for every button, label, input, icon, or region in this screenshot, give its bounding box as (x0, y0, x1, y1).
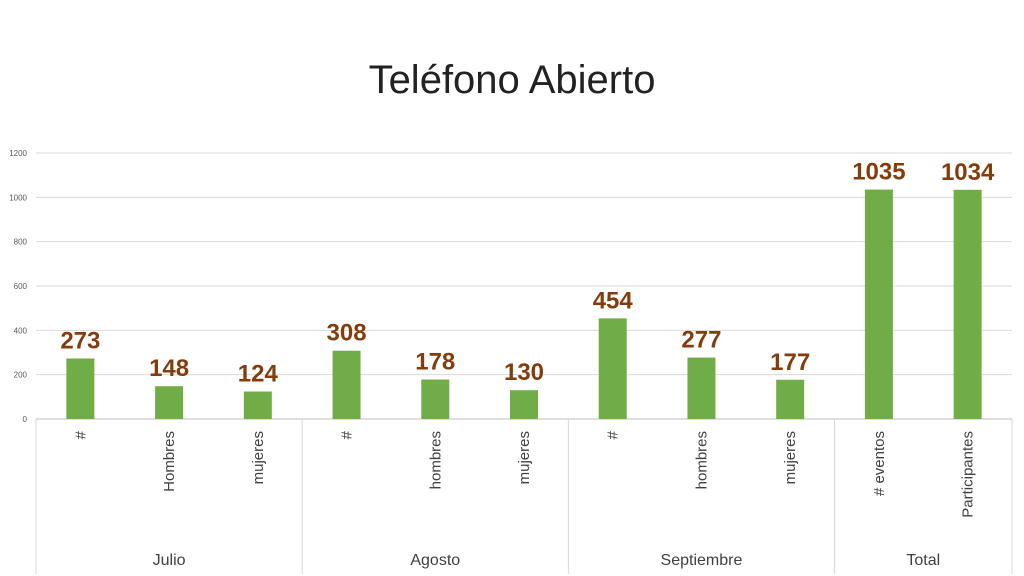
category-label: hombres (693, 431, 710, 489)
bar (598, 318, 627, 419)
bar (332, 350, 361, 419)
y-tick-label: 0 (23, 415, 28, 424)
bar (66, 358, 95, 419)
category-label: # (72, 430, 89, 439)
data-label: 454 (593, 287, 634, 314)
bar (864, 189, 893, 419)
category-label: hombres (427, 431, 444, 489)
bar (510, 390, 538, 419)
y-tick-label: 400 (14, 326, 28, 335)
data-label: 1035 (852, 159, 905, 186)
data-label: 273 (60, 327, 100, 354)
y-tick-label: 1200 (9, 149, 27, 158)
group-label: Agosto (410, 552, 460, 569)
group-label: Julio (153, 552, 186, 569)
bar (687, 357, 716, 419)
category-label: mujeres (250, 431, 267, 484)
data-label: 277 (681, 327, 721, 354)
data-label: 178 (415, 349, 455, 376)
y-tick-label: 200 (14, 371, 28, 380)
data-label: 177 (770, 349, 810, 376)
category-label: # (339, 430, 356, 439)
category-label: # eventos (871, 431, 888, 496)
data-label: 124 (238, 361, 279, 388)
category-label: Participantes (960, 431, 977, 518)
chart-title: Teléfono Abierto (368, 58, 656, 102)
data-label: 148 (149, 355, 189, 382)
category-label: mujeres (516, 431, 533, 484)
data-label: 1034 (941, 159, 995, 186)
data-label: 130 (504, 359, 544, 386)
y-tick-label: 800 (14, 238, 28, 247)
y-tick-label: 600 (14, 282, 28, 291)
category-label: Hombres (161, 431, 178, 492)
data-label: 308 (327, 320, 367, 347)
bar (421, 379, 450, 419)
bar (155, 386, 184, 419)
group-label: Total (906, 552, 940, 569)
bar (953, 189, 982, 419)
y-tick-label: 1000 (9, 193, 27, 202)
bar (243, 391, 272, 419)
category-label: mujeres (782, 431, 799, 484)
group-label: Septiembre (661, 552, 743, 569)
bar (776, 379, 805, 419)
category-label: # (605, 430, 622, 439)
